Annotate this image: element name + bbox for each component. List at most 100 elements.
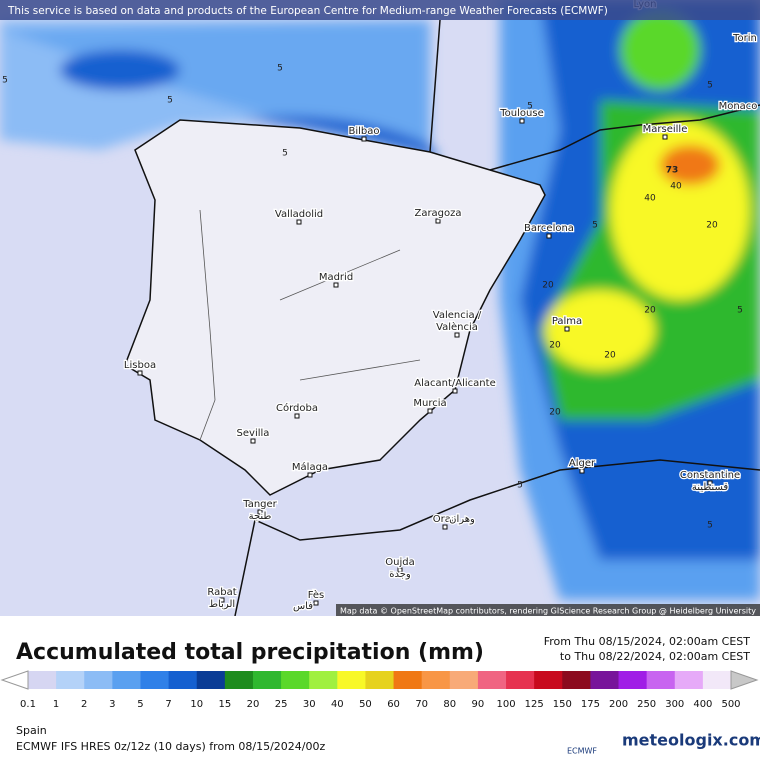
contour-label: 20 [542,281,554,291]
city-marker [546,233,552,239]
legend-label: 175 [581,699,600,710]
contour-label: 20 [644,306,656,316]
contour-label: 5 [167,96,173,106]
city-label: Monaco [719,101,758,112]
legend-swatch [252,671,282,689]
contour-label: 5 [2,76,8,86]
legend-label: 500 [721,699,740,710]
city-label: València [436,321,478,333]
city-marker [452,388,458,394]
legend-label: 5 [137,699,143,710]
legend-swatch [309,671,338,689]
logo-meteologix: meteologix.com [622,731,760,750]
legend-swatch [281,671,310,689]
city-label: Sevilla [237,428,270,439]
legend-swatch [140,671,170,689]
city-marker [662,134,668,140]
city-marker [435,218,441,224]
city-label: Torin [732,33,757,44]
legend-swatch [365,671,395,689]
legend-swatch [84,671,113,689]
city-label: قسنطينة [692,482,729,493]
contour-label: 20 [549,341,561,351]
city-label: Barcelona [524,223,574,234]
legend-label: 7 [165,699,171,710]
legend-label: 1 [53,699,59,710]
city-label: طنجة [249,511,272,522]
legend-swatch [702,671,732,689]
legend-swatch [224,671,254,689]
city-label: Madrid [319,272,353,283]
legend-label: 10 [190,699,203,710]
city-marker [257,509,263,515]
legend-label: 80 [443,699,456,710]
legend-label: 25 [275,699,288,710]
legend-swatch [196,671,226,689]
contour-label: 73 [666,166,679,176]
legend-label: 15 [218,699,231,710]
contour-label: 5 [527,102,533,112]
city-label: Córdoba [276,402,318,414]
legend-label: 30 [303,699,316,710]
legend-swatch [112,671,141,689]
city-label: فاس [293,601,313,612]
legend-label: 60 [387,699,400,710]
city-marker [333,282,339,288]
legend-swatch [28,671,57,689]
legend-label: 0.1 [20,699,36,710]
city-label: Rabat [207,587,236,598]
city-marker [250,438,256,444]
city-label: الرباط [209,599,235,610]
date-to: to Thu 08/22/2024, 02:00am CEST [560,650,750,663]
logo-ecmwf: ECMWF [567,747,597,756]
city-label: Alacant/Alicante [414,378,495,389]
legend-swatch [421,671,451,689]
city-label: Tanger [242,499,277,510]
city-label: Valencia / [433,310,482,321]
legend-swatch [534,671,563,689]
legend-swatch [477,671,507,689]
city-marker [294,413,300,419]
city-marker [427,408,433,414]
legend-label: 100 [496,699,515,710]
city-label: Oujda [385,557,414,568]
africa-coast [234,459,760,617]
contour-label: 5 [277,64,283,74]
legend-swatch [168,671,198,689]
title: Accumulated total precipitation (mm) [16,640,484,665]
attribution-bar [336,604,760,616]
legend-label: 400 [693,699,712,710]
legend-swatch [337,671,366,689]
city-marker [307,472,313,478]
city-label: Palma [552,316,582,327]
city-marker [707,480,713,486]
city-marker [442,524,448,530]
notice-bar [0,0,760,20]
contour-label: 20 [549,408,561,418]
city-label: Fès [308,589,325,601]
legend-above [730,670,759,690]
city-marker [454,332,460,338]
legend-swatch [618,671,648,689]
city-marker [579,468,585,474]
legend-label: 3 [109,699,115,710]
legend-swatch [449,671,479,689]
city-marker [313,600,319,606]
city-label: Valladolid [275,209,323,220]
legend-label: 300 [665,699,684,710]
legend-label: 2 [81,699,87,710]
city-label: Lisboa [124,360,156,371]
contour-label: 5 [707,521,713,531]
region: Spain [16,724,47,737]
city-marker [219,597,225,603]
legend-label: 250 [637,699,656,710]
city-label: Marseille [643,124,688,135]
legend-swatch [674,671,704,689]
contour-label: 5 [282,149,288,159]
city-label: Málaga [292,461,328,473]
legend-swatch [646,671,676,689]
city-label: Zaragoza [414,208,461,219]
legend-label: 200 [609,699,628,710]
attribution: Map data © OpenStreetMap contributors, r… [340,607,756,616]
